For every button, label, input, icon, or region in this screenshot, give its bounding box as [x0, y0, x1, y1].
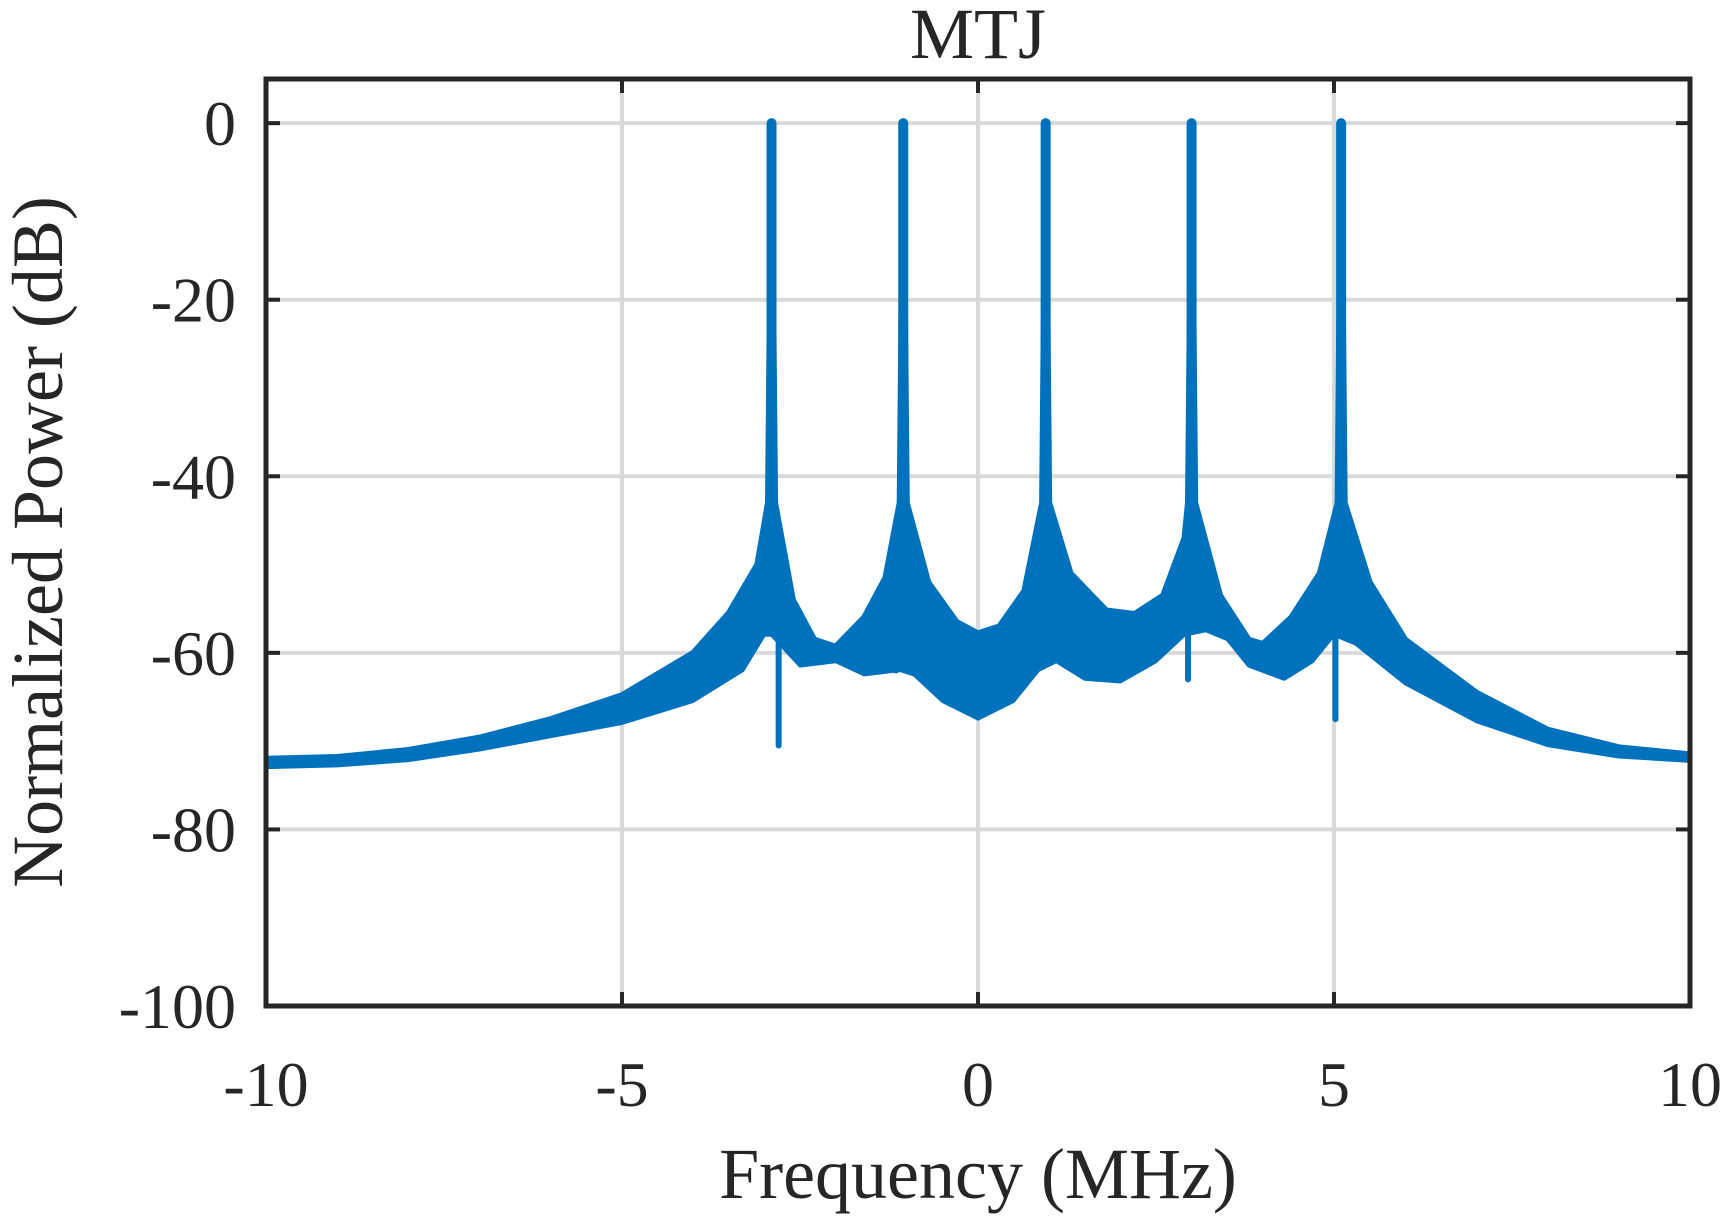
y-tick-label: -60 [151, 618, 236, 689]
y-tick-label: -40 [151, 441, 236, 512]
y-tick-label: 0 [204, 88, 236, 159]
x-tick-label: 10 [1658, 1049, 1722, 1120]
y-axis-label: Normalized Power (dB) [0, 196, 78, 888]
x-tick-label: 5 [1318, 1049, 1350, 1120]
y-tick-label: -80 [151, 794, 236, 865]
spectrum-upper-line [266, 120, 1690, 762]
x-tick-label: 0 [962, 1049, 994, 1120]
x-tick-label: -5 [595, 1049, 648, 1120]
x-axis-label: Frequency (MHz) [719, 1134, 1237, 1214]
y-tick-label: -100 [119, 971, 236, 1042]
chart-title: MTJ [910, 0, 1046, 74]
x-tick-label: -10 [223, 1049, 308, 1120]
plot-area-frame [263, 76, 1693, 1009]
y-tick-label: -20 [151, 265, 236, 336]
data-layer [266, 118, 1690, 770]
tick-layer: -10 -5 0 5 10 -100 -80 -60 -40 -20 0 [119, 79, 1722, 1120]
